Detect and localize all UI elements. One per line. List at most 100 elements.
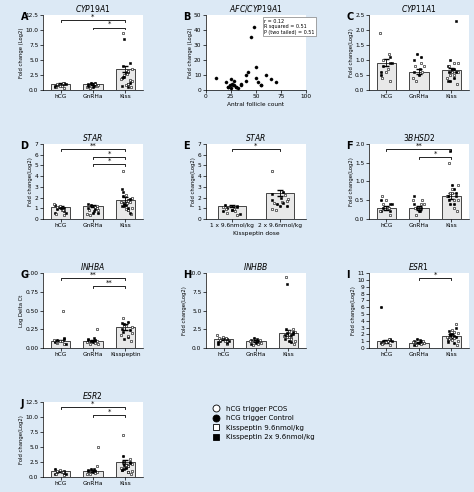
Bar [377, 208, 396, 219]
Point [224, 83, 232, 91]
Text: *: * [254, 143, 258, 149]
Point [244, 68, 252, 76]
Text: r = 0.12
R squared = 0.51
P (two tailed) = 0.51: r = 0.12 R squared = 0.51 P (two tailed)… [264, 19, 315, 35]
Point [229, 81, 237, 89]
Text: C: C [346, 12, 354, 22]
Text: *: * [91, 14, 95, 20]
Point [227, 75, 235, 83]
Bar [214, 339, 233, 348]
Point [232, 83, 240, 91]
Text: H: H [183, 270, 191, 280]
Text: D: D [20, 141, 28, 151]
Bar [51, 84, 70, 90]
Bar [218, 206, 246, 219]
Y-axis label: Fold change(Log2): Fold change(Log2) [28, 157, 33, 206]
Legend: hCG trigger PCOS, hCG trigger Control, Kisspeptin 9.6nmol/kg, Kisspeptin 2x 9.6n: hCG trigger PCOS, hCG trigger Control, K… [209, 405, 315, 440]
Bar [83, 84, 103, 90]
Point [237, 81, 245, 89]
X-axis label: Kisspeptin dose: Kisspeptin dose [233, 231, 279, 236]
Bar [409, 208, 428, 219]
Point [234, 85, 242, 92]
Y-axis label: Fold change(Log2): Fold change(Log2) [182, 286, 187, 335]
Bar [83, 471, 103, 477]
Title: $\it{ESR2}$: $\it{ESR2}$ [82, 390, 103, 401]
Title: $\it{INHBB}$: $\it{INHBB}$ [243, 261, 269, 272]
Point [267, 75, 275, 83]
Y-axis label: Fold change(Log2): Fold change(Log2) [191, 157, 196, 206]
Point [257, 81, 265, 89]
Bar [279, 333, 298, 348]
Title: $\it{STAR}$: $\it{STAR}$ [82, 132, 104, 143]
Title: $\it{CYP11A1}$: $\it{CYP11A1}$ [401, 3, 437, 14]
Text: **: ** [416, 143, 422, 149]
Point [257, 81, 265, 89]
Text: *: * [434, 150, 437, 156]
Text: E: E [183, 141, 190, 151]
Text: *: * [108, 408, 111, 415]
Bar [51, 471, 70, 477]
Text: F: F [346, 141, 353, 151]
Y-axis label: Log Delta Ct: Log Delta Ct [19, 294, 24, 327]
Bar [409, 342, 428, 348]
Bar [51, 340, 70, 348]
X-axis label: Antral follicle count: Antral follicle count [228, 102, 284, 107]
Text: **: ** [90, 272, 96, 278]
Bar [116, 462, 135, 477]
Title: $\it{INHBA}$: $\it{INHBA}$ [80, 261, 106, 272]
Bar [442, 70, 461, 90]
Point [222, 78, 229, 86]
Text: *: * [108, 150, 111, 156]
Bar [442, 196, 461, 219]
Bar [51, 207, 70, 219]
Point [247, 33, 255, 41]
Text: B: B [183, 12, 191, 22]
Point [242, 77, 250, 85]
Text: *: * [91, 401, 95, 407]
Bar [442, 336, 461, 348]
Point [254, 78, 262, 86]
Title: $\it{AFC/CYP19A1}$: $\it{AFC/CYP19A1}$ [229, 3, 283, 14]
Point [250, 23, 258, 31]
Bar [246, 340, 266, 348]
Text: I: I [346, 270, 350, 280]
Y-axis label: Fold change(Log2): Fold change(Log2) [349, 28, 354, 77]
Text: J: J [20, 399, 24, 409]
Point [230, 77, 237, 85]
Point [232, 83, 240, 91]
Y-axis label: Fold change(Log2): Fold change(Log2) [351, 286, 356, 335]
Point [272, 78, 280, 86]
Bar [409, 72, 428, 90]
Bar [377, 63, 396, 90]
Y-axis label: Fold change(Log2): Fold change(Log2) [349, 157, 354, 206]
Text: *: * [434, 272, 437, 278]
Point [224, 83, 232, 91]
Y-axis label: Fold change (Log2): Fold change (Log2) [188, 27, 192, 78]
Point [252, 74, 260, 82]
Bar [116, 327, 135, 348]
Point [230, 81, 237, 89]
Bar [116, 200, 135, 219]
Text: *: * [108, 158, 111, 164]
Bar [116, 69, 135, 90]
Point [226, 81, 234, 89]
Point [252, 63, 260, 71]
Text: A: A [20, 12, 28, 22]
Title: $\it{STAR}$: $\it{STAR}$ [246, 132, 266, 143]
Y-axis label: Fold change(Log2): Fold change(Log2) [19, 415, 24, 464]
Text: **: ** [106, 279, 112, 285]
Point [227, 85, 235, 92]
Title: $\it{ESR1}$: $\it{ESR1}$ [409, 261, 429, 272]
Bar [83, 206, 103, 219]
Y-axis label: Fold change (Log2): Fold change (Log2) [19, 27, 24, 78]
Text: **: ** [90, 143, 96, 149]
Title: $\it{3BHSD2}$: $\it{3BHSD2}$ [403, 132, 435, 143]
Point [212, 74, 219, 82]
Text: *: * [108, 21, 111, 27]
Bar [265, 193, 294, 219]
Text: G: G [20, 270, 28, 280]
Bar [83, 340, 103, 348]
Bar [377, 341, 396, 348]
Point [228, 80, 236, 88]
Title: $\it{CYP19A1}$: $\it{CYP19A1}$ [75, 3, 111, 14]
Point [242, 71, 250, 79]
